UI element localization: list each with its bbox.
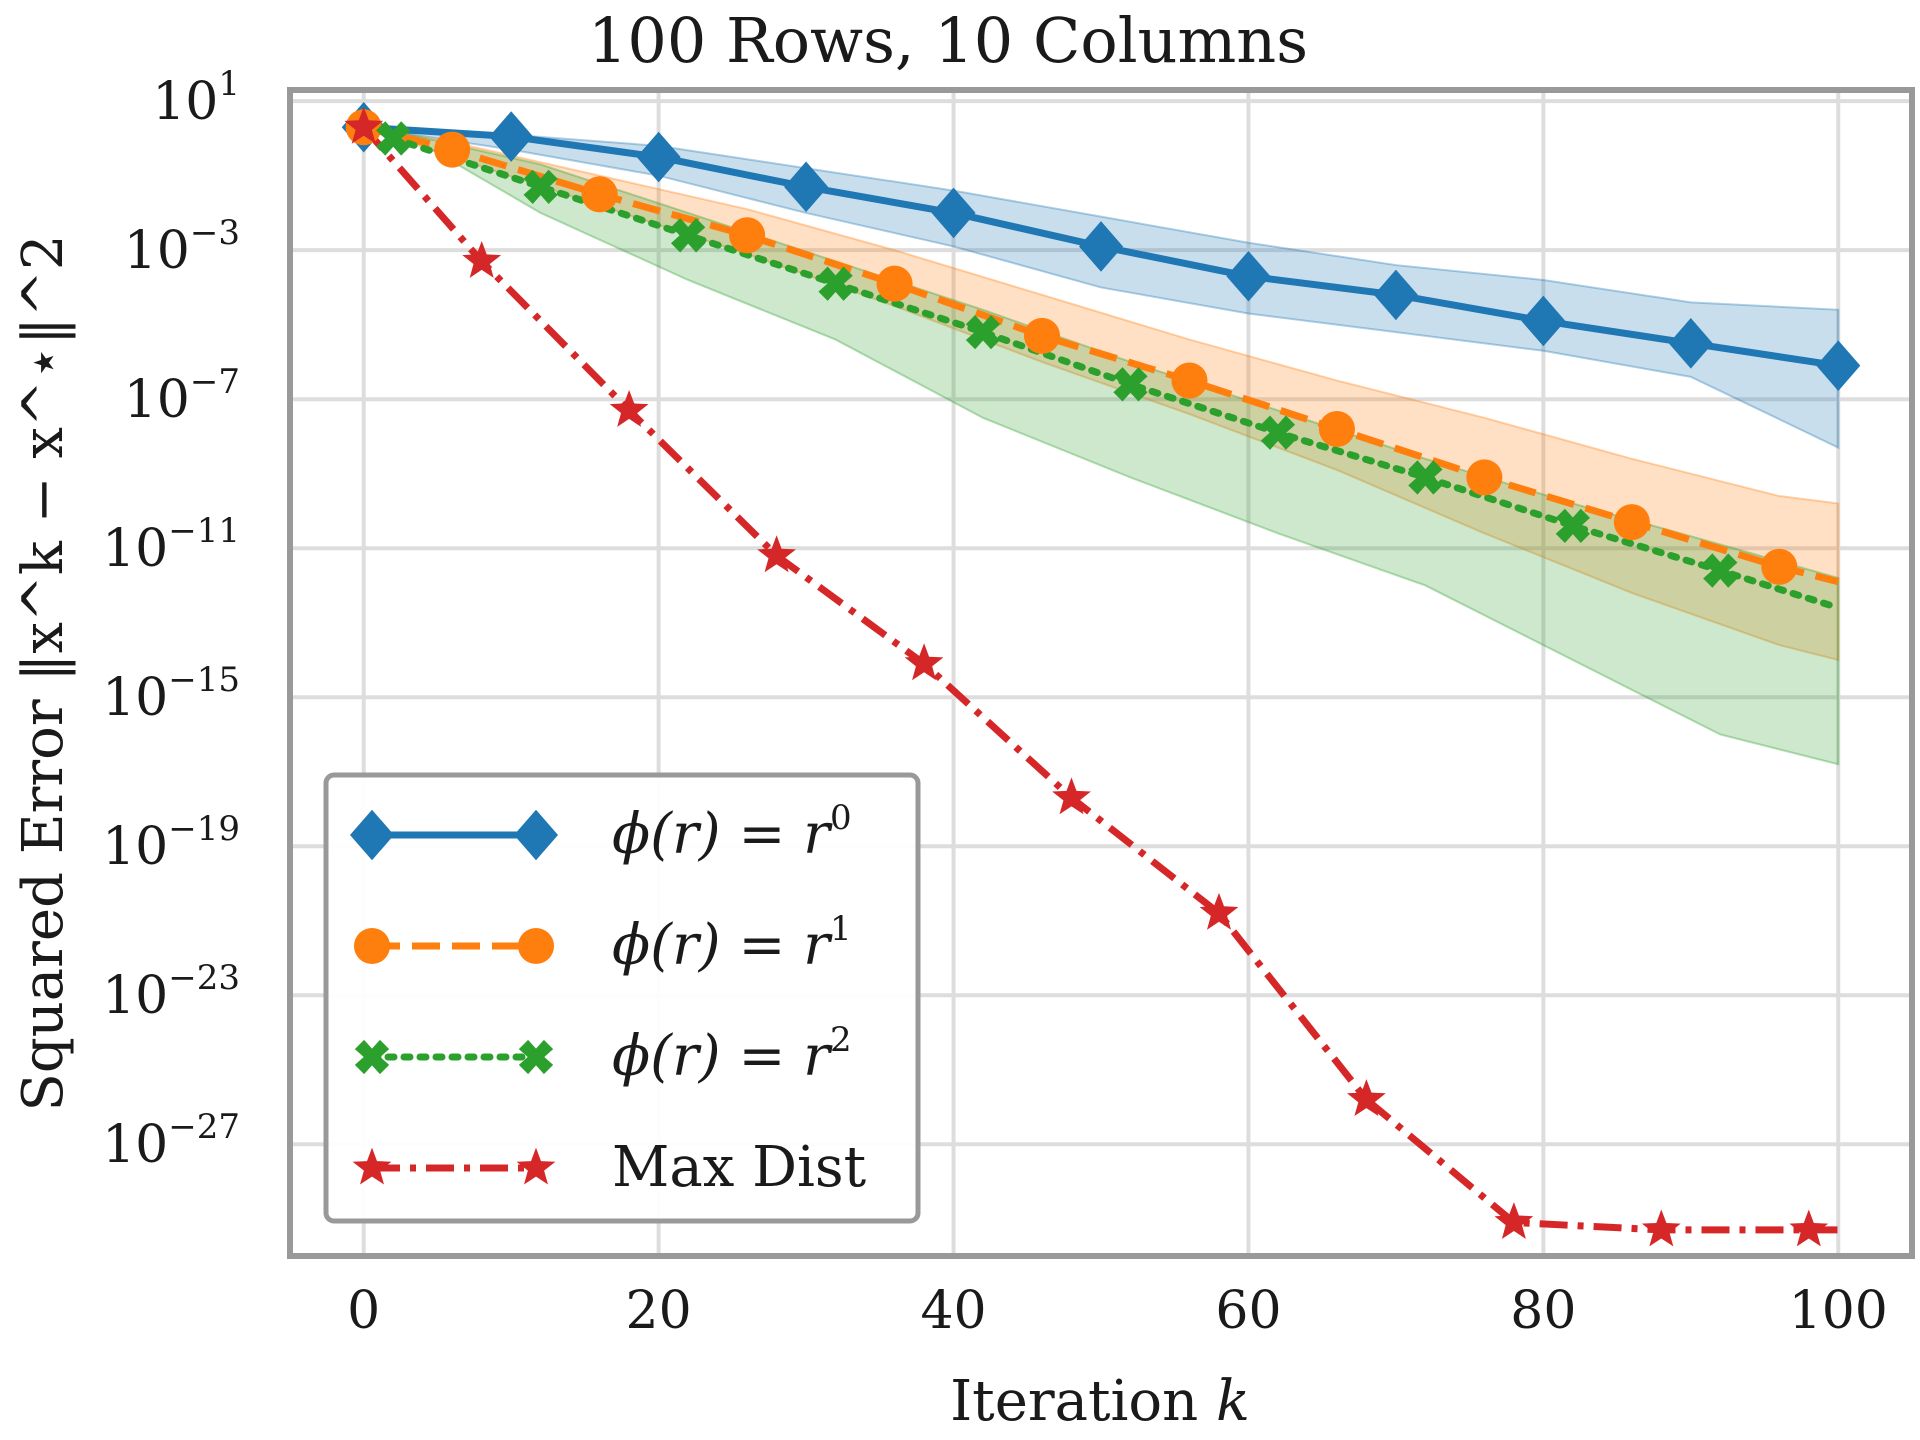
diamond-marker: [1521, 295, 1566, 347]
diamond-marker: [1668, 318, 1713, 369]
star-marker: [609, 390, 649, 427]
star-marker: [757, 535, 796, 573]
circle-marker: [1171, 362, 1208, 399]
x-marker: [965, 314, 1001, 350]
diamond-marker: [784, 161, 829, 213]
diamond-marker: [931, 187, 976, 239]
circle-marker: [1318, 410, 1355, 448]
legend-label-0: ϕ(r) = r0: [612, 798, 852, 867]
x-marker: [1703, 553, 1738, 588]
x-axis-ticks: 0 20 40 60 80 100: [347, 1281, 1888, 1341]
y-axis-label: Squared Error ‖x^k − x^⋆‖^2: [11, 235, 76, 1112]
circle-marker: [729, 217, 766, 254]
y-tick-label: 10−23: [102, 958, 240, 1026]
circle-marker: [1466, 459, 1503, 496]
x-tick-label: 100: [1789, 1281, 1888, 1341]
chart-title: 100 Rows, 10 Columns: [588, 4, 1308, 77]
legend-label-3: Max Dist: [612, 1135, 867, 1200]
x-tick-label: 80: [1510, 1281, 1576, 1341]
x-marker: [1260, 415, 1296, 450]
circle-marker: [1761, 548, 1798, 585]
band-series-2: [392, 125, 1840, 766]
star-marker: [1052, 777, 1091, 815]
star-marker: [1789, 1209, 1829, 1247]
x-marker: [518, 1039, 554, 1075]
x-marker: [1113, 367, 1148, 402]
circle-marker: [876, 265, 913, 302]
line-series-1: [362, 123, 1840, 586]
star-marker: [1199, 892, 1239, 930]
y-tick-label: 101: [152, 64, 240, 132]
diamond-marker: [350, 809, 394, 861]
series-markers: [341, 101, 1861, 1247]
x-tick-label: 0: [347, 1281, 380, 1341]
x-marker: [1555, 508, 1591, 544]
star-marker: [344, 106, 384, 144]
diamond-marker: [489, 111, 534, 162]
circle-marker: [517, 927, 555, 965]
star-marker: [1494, 1202, 1534, 1239]
star-marker: [1641, 1209, 1681, 1247]
diamond-marker: [1226, 250, 1271, 302]
diamond-marker: [1079, 221, 1123, 272]
circle-marker: [581, 176, 618, 213]
circle-marker: [353, 927, 391, 965]
y-axis-ticks: 101 10−3 10−7 10−11 10−15 10−19 10−23 10−27: [102, 64, 240, 1175]
y-tick-label: 10−27: [102, 1107, 240, 1175]
x-marker: [376, 121, 411, 156]
legend-label-1: ϕ(r) = r1: [612, 909, 852, 978]
confidence-bands: [363, 125, 1840, 766]
star-marker: [462, 241, 502, 278]
x-marker: [1408, 460, 1443, 495]
circle-marker: [434, 131, 471, 168]
line-series-3: [361, 124, 1839, 1234]
legend: ϕ(r) = r0 ϕ(r) = r1 ϕ(r) = r2 Max Dist: [323, 772, 921, 1224]
diamond-marker: [1373, 269, 1418, 321]
x-marker: [818, 266, 853, 301]
plot-frame: [287, 87, 1915, 1259]
legend-label-2: ϕ(r) = r2: [612, 1020, 852, 1089]
circle-marker: [1023, 317, 1061, 354]
diamond-marker: [514, 809, 558, 861]
x-tick-label: 40: [920, 1281, 986, 1341]
star-marker: [516, 1147, 556, 1185]
y-tick-label: 10−7: [124, 362, 240, 430]
star-marker: [352, 1147, 392, 1185]
star-marker: [1347, 1079, 1386, 1116]
y-tick-label: 10−11: [102, 511, 240, 579]
x-marker: [354, 1039, 390, 1075]
legend-box: [323, 772, 921, 1224]
star-marker: [904, 643, 944, 681]
x-marker: [670, 218, 706, 253]
y-tick-label: 10−19: [102, 809, 240, 877]
diamond-marker: [636, 131, 681, 183]
circle-marker: [1613, 504, 1650, 541]
x-marker: [523, 169, 558, 205]
y-tick-label: 10−15: [102, 660, 240, 728]
diamond-marker: [1816, 340, 1861, 391]
x-tick-label: 60: [1215, 1281, 1281, 1341]
x-axis-label: Iteration k: [950, 1369, 1250, 1434]
x-tick-label: 20: [626, 1281, 692, 1341]
y-tick-label: 10−3: [124, 213, 240, 281]
